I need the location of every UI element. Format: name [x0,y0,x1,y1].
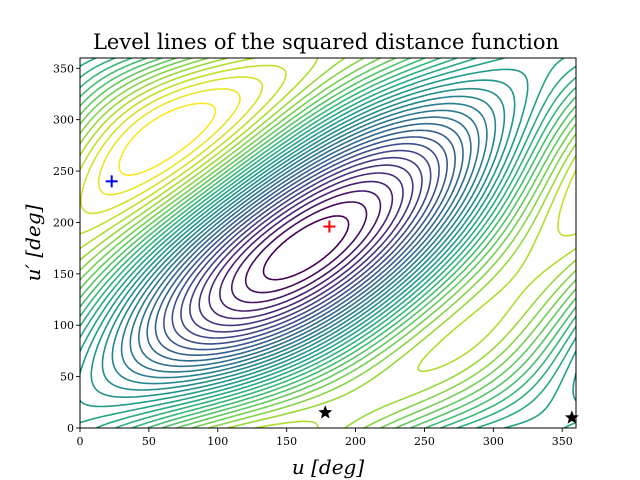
y-tick-label: 0 [67,422,74,435]
chart-title: Level lines of the squared distance func… [93,30,559,54]
contour-level [154,129,456,356]
plot-frame [79,57,577,429]
contour-level [189,156,423,333]
contour-level [208,172,404,320]
contour-level [120,102,488,379]
saddle-1-marker [318,405,333,419]
contour-level [80,58,576,428]
contour-level [111,95,497,385]
maximum-marker [323,220,336,233]
contour-level [80,64,576,237]
x-tick-label: 250 [414,435,435,448]
chart-markers [105,175,579,424]
contour-level [118,102,217,176]
contour-level [129,109,480,373]
x-tick-label: 150 [276,435,297,448]
contour-level [101,87,506,391]
contour-level [146,122,464,362]
contour-level [80,68,576,408]
x-tick-label: 100 [207,435,228,448]
minimum-marker [105,175,118,188]
y-axis-label: u′ [deg] [21,204,45,281]
contour-level [244,201,368,294]
x-tick-label: 350 [552,435,573,448]
contour-level [198,164,414,327]
y-tick-label: 100 [53,319,74,332]
contour-level [90,79,516,398]
y-tick-label: 200 [53,216,74,229]
y-axis-ticks: 0 50 100 150 200 250 300 350 [53,62,80,435]
x-tick-label: 0 [77,435,84,448]
contour-level [219,180,394,312]
contour-lines [80,58,576,428]
y-tick-label: 300 [53,114,74,127]
contour-level [163,136,448,351]
y-tick-label: 350 [53,62,74,75]
contour-level [80,76,264,215]
contour-level [138,116,472,368]
x-axis-ticks: 0 50 100 150 200 250 300 350 [77,428,573,448]
contour-level [97,88,241,196]
y-tick-label: 50 [60,371,74,384]
x-tick-label: 200 [345,435,366,448]
y-tick-label: 150 [53,268,74,281]
contour-level [262,215,350,281]
y-tick-label: 250 [53,165,74,178]
saddle-2-marker [564,410,579,424]
contour-level [180,149,432,339]
contour-level [171,142,440,345]
x-tick-label: 300 [483,435,504,448]
contour-level [231,190,382,304]
x-tick-label: 50 [142,435,156,448]
x-axis-label: u [deg] [292,455,364,479]
